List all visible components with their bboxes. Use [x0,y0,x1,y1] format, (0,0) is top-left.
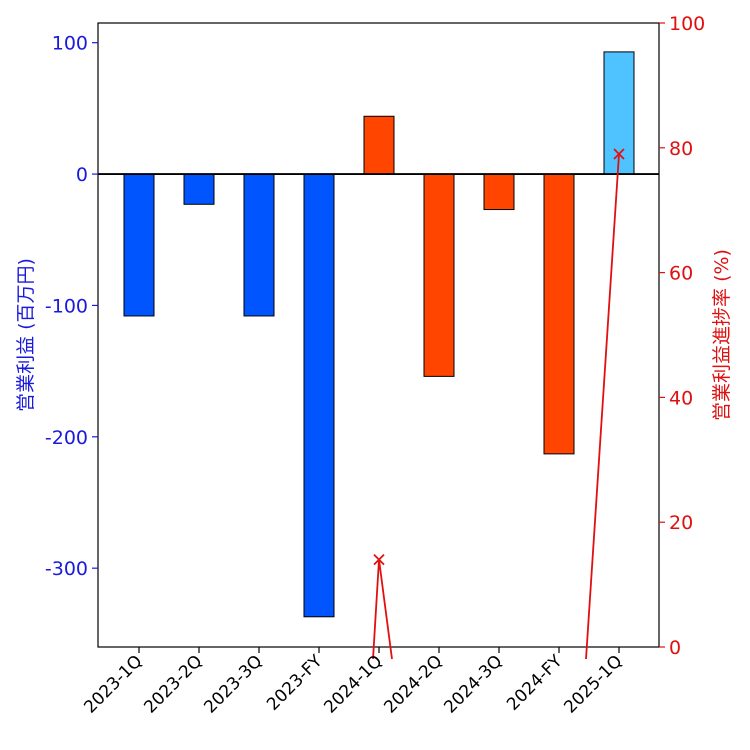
bar-2024-1Q [363,115,395,175]
progress-line-segment-1 [372,559,393,660]
right-tick-label: 100 [669,13,705,35]
progress-marker-2025-1Q [613,148,625,160]
left-axis: 100 0 -100 -200 -300 [45,33,98,580]
x-tick-label: 2024-2Q [380,651,446,717]
bar-2024-3Q [483,173,515,211]
bar-2023-3Q [243,173,275,317]
bar-2024-2Q [423,173,455,377]
left-tick-label: -300 [45,558,88,580]
x-axis: 2023-1Q2023-2Q2023-3Q2023-FY2024-1Q2024-… [80,647,627,718]
left-tick-label: 0 [76,164,88,186]
y-axis-label-left: 営業利益 (百万円) [15,258,37,412]
bars-group [123,51,635,618]
right-axis: 100 80 60 40 20 0 [659,13,705,659]
right-tick-label: 20 [669,512,693,534]
right-tick-label: 40 [669,387,693,409]
x-tick-label: 2024-1Q [320,651,386,717]
y-axis-label-right: 営業利益進捗率 (%) [711,249,733,421]
progress-line-segment-2 [585,153,620,660]
left-tick-label: -100 [45,295,88,317]
right-tick-label: 0 [669,637,681,659]
x-tick-label: 2024-3Q [440,651,506,717]
x-tick-label: 2024-FY [503,651,567,715]
right-tick-label: 80 [669,138,693,160]
bar-2024-FY [543,173,575,455]
left-tick-label: 100 [52,33,88,55]
x-tick-label: 2023-2Q [140,651,206,717]
x-tick-label: 2025-1Q [560,651,626,717]
bar-2023-2Q [183,173,215,205]
bar-2023-FY [303,173,335,618]
progress-marker-2024-1Q [373,554,385,566]
bar-2023-1Q [123,173,155,317]
progress-line-group [372,148,625,660]
x-tick-label: 2023-1Q [80,651,146,717]
x-tick-label: 2023-FY [263,651,327,715]
left-tick-label: -200 [45,427,88,449]
x-tick-label: 2023-3Q [200,651,266,717]
right-tick-label: 60 [669,263,693,285]
